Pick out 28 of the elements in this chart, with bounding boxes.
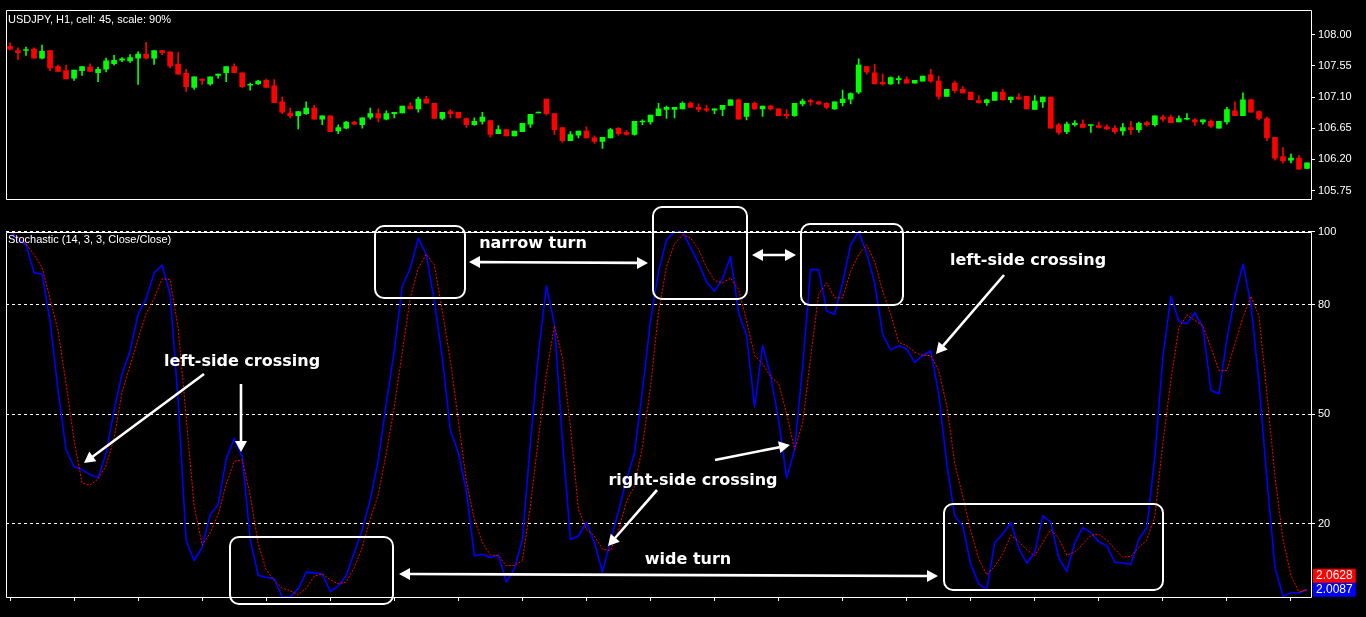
candlestick bbox=[991, 91, 998, 101]
annotation: wide turn bbox=[644, 548, 732, 568]
y-tick-label: 20 bbox=[1318, 516, 1331, 529]
y-tick-label: 108.00 bbox=[1318, 27, 1352, 40]
candlestick bbox=[943, 89, 950, 97]
candlestick bbox=[911, 80, 918, 84]
y-tick-label: 107.55 bbox=[1318, 58, 1352, 71]
y-tick-label: 80 bbox=[1318, 297, 1331, 310]
candlestick bbox=[967, 91, 974, 101]
chart-title: USDJPY, H1, cell: 45, scale: 90% bbox=[8, 13, 172, 25]
candlestick bbox=[919, 75, 926, 82]
candlestick bbox=[431, 102, 438, 119]
y-tick-label: 50 bbox=[1318, 407, 1331, 420]
annotation: narrow turn bbox=[479, 232, 587, 252]
y-tick-label: 107.10 bbox=[1318, 90, 1352, 103]
data-label: 2.0087 bbox=[1316, 582, 1354, 597]
candlestick bbox=[1023, 95, 1030, 110]
data-label: 2.0628 bbox=[1316, 568, 1354, 583]
candlestick bbox=[327, 115, 334, 133]
candlestick bbox=[399, 105, 406, 114]
y-tick-label: 106.65 bbox=[1318, 121, 1352, 134]
candlestick bbox=[255, 80, 262, 85]
candlestick bbox=[1216, 120, 1222, 129]
y-tick-label: 106.20 bbox=[1318, 152, 1352, 165]
y-tick-label: 105.75 bbox=[1318, 183, 1352, 196]
y-tick-label: 100 bbox=[1318, 224, 1337, 237]
annotation: left-side crossing bbox=[949, 249, 1107, 269]
candlestick bbox=[1047, 96, 1054, 129]
